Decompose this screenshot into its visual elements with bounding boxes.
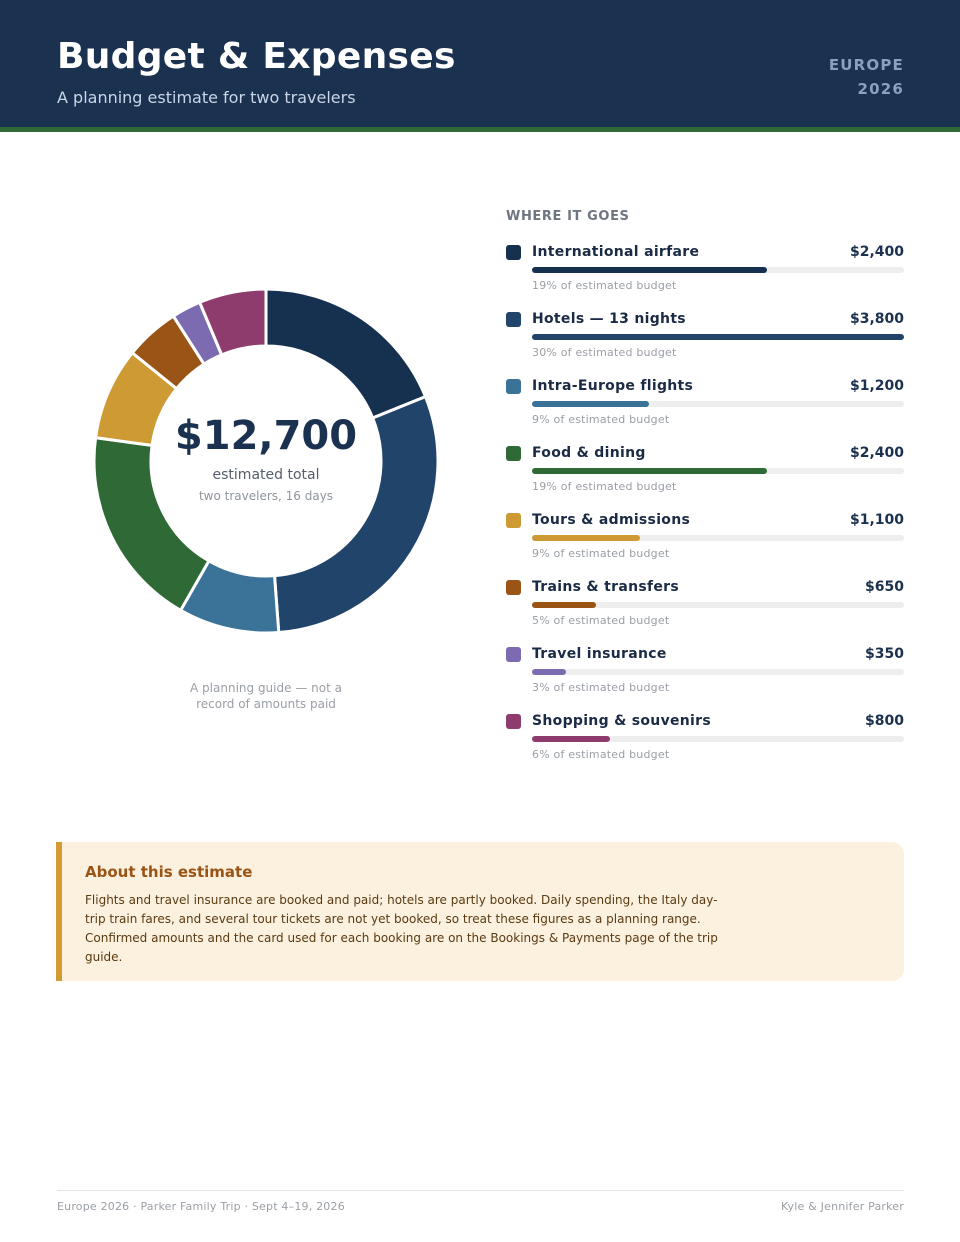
category-bar-track — [532, 535, 904, 541]
category-row: Hotels — 13 nights $3,800 30% of estimated… — [506, 311, 904, 378]
footer-travelers: Kyle & Jennifer Parker — [780, 1200, 904, 1213]
category-percent: 9% of estimated budget — [532, 547, 670, 560]
donut-slice-3 — [92, 435, 211, 613]
category-name: Travel insurance — [532, 646, 667, 662]
category-percent: 5% of estimated budget — [532, 614, 670, 627]
breakdown-heading: WHERE IT GOES — [506, 209, 630, 224]
category-name: Trains & transfers — [532, 579, 679, 595]
header-accent-stripe — [0, 127, 960, 132]
category-name: Food & dining — [532, 445, 646, 461]
page-subtitle: A planning estimate for two travelers — [57, 88, 356, 107]
estimated-total-label: estimated total — [212, 467, 320, 483]
category-bar-track — [532, 334, 904, 340]
category-name: International airfare — [532, 244, 700, 260]
category-amount: $650 — [865, 579, 904, 595]
estimated-total-amount: $12,700 — [174, 413, 358, 459]
category-name: Intra-Europe flights — [532, 378, 694, 394]
footer-divider — [57, 1190, 904, 1191]
budget-donut-chart — [90, 285, 442, 637]
category-bar-track — [532, 468, 904, 474]
category-percent: 3% of estimated budget — [532, 681, 670, 694]
category-swatch — [506, 245, 521, 260]
category-bar-fill — [532, 535, 640, 541]
page-title: Budget & Expenses — [57, 36, 456, 77]
category-amount: $800 — [865, 713, 904, 729]
category-bar-track — [532, 401, 904, 407]
category-row: International airfare $2,400 19% of estima… — [506, 244, 904, 311]
category-name: Shopping & souvenirs — [532, 713, 711, 729]
category-row: Travel insurance $350 3% of estimated budg… — [506, 646, 904, 713]
category-swatch — [506, 580, 521, 595]
page-header — [0, 0, 960, 127]
category-bar-fill — [532, 602, 596, 608]
category-amount: $2,400 — [849, 445, 904, 461]
category-amount: $2,400 — [849, 244, 904, 260]
donut-svg — [92, 287, 440, 635]
category-swatch — [506, 379, 521, 394]
category-bar-fill — [532, 736, 611, 742]
category-swatch — [506, 312, 521, 327]
planning-guide-note: A planning guide — not a record of amoun… — [190, 681, 342, 711]
category-amount: $3,800 — [849, 311, 904, 327]
category-row: Shopping & souvenirs $800 6% of estimated … — [506, 713, 904, 780]
estimate-note-box: About this estimate Flights and travel i… — [56, 842, 904, 981]
category-percent: 19% of estimated budget — [532, 279, 677, 292]
category-row: Trains & transfers $650 5% of estimated bu… — [506, 579, 904, 646]
category-amount: $350 — [865, 646, 904, 662]
note-title: About this estimate — [85, 863, 253, 881]
note-body: Flights and travel insurance are booked … — [85, 893, 718, 964]
category-swatch — [506, 446, 521, 461]
estimated-total-subtext: two travelers, 16 days — [198, 489, 334, 503]
trip-region-tag: EUROPE — [828, 56, 904, 74]
category-row: Intra-Europe flights $1,200 9% of estimate… — [506, 378, 904, 445]
category-swatch — [506, 647, 521, 662]
category-percent: 6% of estimated budget — [532, 748, 670, 761]
category-bar-fill — [532, 267, 767, 273]
donut-slice-7 — [197, 287, 268, 357]
category-amount: $1,200 — [849, 378, 904, 394]
category-bar-track — [532, 602, 904, 608]
category-bar-fill — [532, 334, 904, 340]
trip-year-tag: 2026 — [857, 80, 904, 98]
category-percent: 9% of estimated budget — [532, 413, 670, 426]
category-bar-fill — [532, 468, 767, 474]
category-percent: 19% of estimated budget — [532, 480, 677, 493]
category-bar-track — [532, 669, 904, 675]
category-name: Tours & admissions — [532, 512, 691, 528]
category-percent: 30% of estimated budget — [532, 346, 677, 359]
category-name: Hotels — 13 nights — [532, 311, 686, 327]
category-bar-fill — [532, 401, 650, 407]
category-bar-track — [532, 267, 904, 273]
category-bar-fill — [532, 669, 567, 675]
category-row: Food & dining $2,400 19% of estimated budg… — [506, 445, 904, 512]
category-swatch — [506, 714, 521, 729]
donut-slice-0 — [264, 287, 428, 420]
donut-slice-1 — [272, 394, 440, 635]
footer-trip-info: Europe 2026 · Parker Family Trip · Sept … — [57, 1200, 345, 1213]
category-swatch — [506, 513, 521, 528]
category-breakdown-list: International airfare $2,400 19% of estima… — [506, 244, 904, 780]
category-row: Tours & admissions $1,100 9% of estimated … — [506, 512, 904, 579]
category-amount: $1,100 — [849, 512, 904, 528]
category-bar-track — [532, 736, 904, 742]
